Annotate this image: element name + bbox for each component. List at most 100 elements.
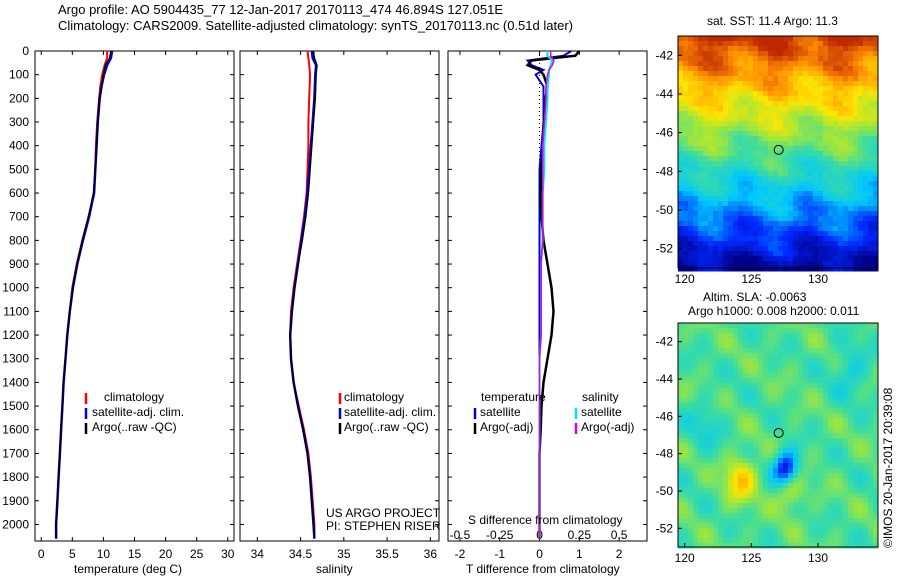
argo-position-marker — [773, 427, 784, 438]
panel-3-frame — [447, 50, 648, 542]
depth-tick-label: 300 — [9, 115, 29, 129]
series-satellite-adj-clim- — [54, 50, 114, 539]
map-y-tick-label: -42 — [656, 335, 674, 349]
series-temperature-argo-adj- — [525, 50, 581, 539]
sla-map-title-1: Altim. SLA: -0.0063 — [703, 290, 807, 304]
x-tick-label: 20 — [159, 547, 173, 561]
depth-tick-label: 2000 — [2, 517, 29, 531]
p3-legend-sal-argo: Argo(-adj) — [581, 420, 635, 434]
map-y-tick-label: -46 — [656, 126, 674, 140]
p3-legend-temp-satellite: satellite — [480, 405, 521, 419]
panel-1-frame — [34, 50, 235, 542]
sst-map — [678, 36, 879, 272]
x-tick-label: 0 — [38, 547, 45, 561]
p3-xlabel: T difference from climatology — [466, 562, 620, 576]
p2-annotation-pi: PI: STEPHEN RISER — [326, 519, 441, 533]
map-x-tick-label: 130 — [808, 551, 828, 565]
depth-tick-label: 1000 — [2, 281, 29, 295]
x2-tick-label: -0.25 — [486, 528, 514, 542]
p3-x2label: S difference from climatology — [468, 513, 623, 527]
series-argo-raw-qc- — [289, 50, 318, 539]
p1-xlabel: temperature (deg C) — [74, 562, 183, 576]
x-tick-label: 35 — [337, 547, 351, 561]
x-tick-label: 0 — [536, 547, 543, 561]
depth-tick-label: 1600 — [2, 423, 29, 437]
depth-tick-label: 1900 — [2, 494, 29, 508]
sla-map-title-2: Argo h1000: 0.008 h2000: 0.011 — [688, 304, 860, 318]
map-y-tick-label: -44 — [656, 87, 674, 101]
p2-legend-argo: Argo(..raw -QC) — [344, 420, 429, 434]
x-tick-label: 34.5 — [289, 547, 313, 561]
map-x-tick-label: 120 — [675, 551, 695, 565]
map-y-tick-label: -48 — [656, 447, 674, 461]
depth-tick-label: 1300 — [2, 352, 29, 366]
p1-legend-satellite: satellite-adj. clim. — [92, 405, 185, 419]
x-tick-label: 2 — [616, 547, 623, 561]
series-climatology — [55, 51, 109, 539]
p3-legend-sal-title: salinity — [582, 390, 619, 404]
map-y-tick-label: -52 — [656, 242, 674, 256]
p3-legend-temp-argo: Argo(-adj) — [480, 420, 534, 434]
depth-tick-label: 800 — [9, 233, 29, 247]
x-tick-label: 1 — [576, 547, 583, 561]
sla-map — [678, 323, 879, 549]
map-y-tick-label: -46 — [656, 409, 674, 423]
depth-tick-label: 1200 — [2, 328, 29, 342]
x-tick-label: 10 — [97, 547, 111, 561]
p1-legend-argo: Argo(..raw -QC) — [92, 420, 177, 434]
depth-tick-label: 700 — [9, 210, 29, 224]
p3-legend-temp-title: temperature — [481, 390, 546, 404]
depth-tick-label: 1400 — [2, 375, 29, 389]
x2-tick-label: -0.5 — [450, 528, 471, 542]
map-frame — [677, 35, 879, 269]
map-x-tick-label: 125 — [741, 272, 761, 286]
depth-tick-label: 500 — [9, 162, 29, 176]
plot-title-line1: Argo profile: AO 5904435_77 12-Jan-2017 … — [58, 2, 504, 17]
p3-legend-sal-satellite: satellite — [581, 405, 622, 419]
sst-map-title: sat. SST: 11.4 Argo: 11.3 — [707, 14, 838, 28]
map-y-tick-label: -50 — [656, 203, 674, 217]
x-tick-label: 30 — [221, 547, 235, 561]
series-temperature-satellite — [525, 50, 572, 539]
argo-position-marker — [773, 144, 784, 155]
map-y-tick-label: -44 — [656, 372, 674, 386]
series-argo-raw-qc- — [55, 50, 112, 539]
p2-xlabel: salinity — [316, 562, 353, 576]
p2-legend-satellite: satellite-adj. clim. — [344, 405, 437, 419]
imos-timestamp: ©IMOS 20-Jan-2017 20:39:08 — [881, 387, 895, 548]
panel-2-frame — [239, 50, 440, 542]
x-tick-label: 5 — [69, 547, 76, 561]
x-tick-label: -1 — [494, 547, 505, 561]
depth-tick-label: 1100 — [3, 304, 29, 318]
depth-tick-label: 1800 — [2, 470, 29, 484]
p2-legend-climatology: climatology — [344, 390, 405, 404]
map-x-tick-label: 120 — [675, 272, 695, 286]
x-tick-label: 35.5 — [375, 547, 399, 561]
map-y-tick-label: -50 — [656, 484, 674, 498]
x-tick-label: 25 — [190, 547, 204, 561]
map-x-tick-label: 130 — [808, 272, 828, 286]
p2-annotation-project: US ARGO PROJECT — [326, 506, 441, 520]
map-x-tick-label: 125 — [741, 551, 761, 565]
depth-tick-label: 200 — [9, 91, 29, 105]
x-tick-label: -2 — [455, 547, 466, 561]
x-tick-label: 15 — [128, 547, 142, 561]
map-y-tick-label: -52 — [656, 521, 674, 535]
plot-title-line2: Climatology: CARS2009. Satellite-adjuste… — [58, 18, 573, 33]
series-salinity-argo-adj- — [538, 51, 555, 539]
depth-tick-label: 400 — [9, 139, 29, 153]
x2-tick-label: 0.5 — [611, 528, 628, 542]
map-frame — [677, 322, 879, 548]
depth-tick-label: 600 — [9, 186, 29, 200]
p1-legend-climatology: climatology — [104, 390, 165, 404]
depth-tick-label: 1500 — [2, 399, 29, 413]
depth-tick-label: 1700 — [2, 446, 29, 460]
x2-tick-label: 0.25 — [568, 528, 592, 542]
depth-tick-label: 900 — [9, 257, 29, 271]
depth-tick-label: 100 — [9, 68, 29, 82]
map-y-tick-label: -42 — [656, 48, 674, 62]
depth-tick-label: 0 — [22, 44, 29, 58]
x-tick-label: 36 — [424, 547, 438, 561]
map-y-tick-label: -48 — [656, 164, 674, 178]
